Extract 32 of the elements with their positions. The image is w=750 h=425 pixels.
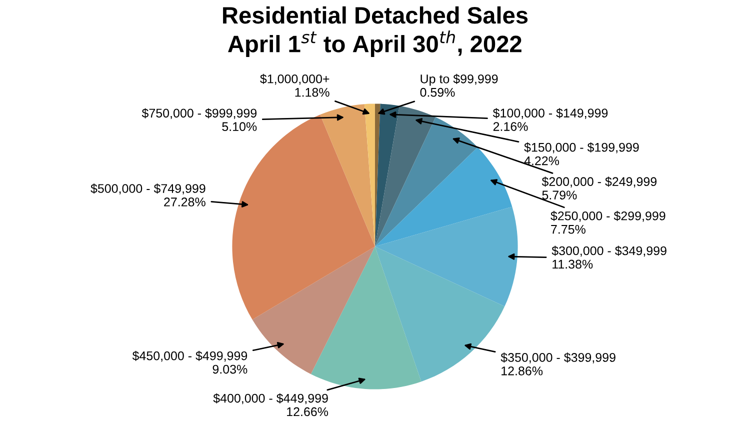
pie-slice xyxy=(320,104,375,246)
pie-slice xyxy=(375,117,478,246)
slice-label: $350,000 - $399,999 xyxy=(500,352,616,364)
data-label: 7.75% xyxy=(551,224,586,234)
data-label: 5.79% xyxy=(542,190,577,200)
slice-label: $300,000 - $349,999 xyxy=(552,246,666,257)
slice-label: $750,000 - $999,999 xyxy=(142,108,257,120)
pie-slice xyxy=(310,246,422,390)
slice-label: $1,000,000+ xyxy=(260,74,330,85)
slice-label: $250,000 - $299,999 xyxy=(550,210,666,222)
slice-label: $450,000 - $499,999 xyxy=(132,350,248,362)
pie-slice xyxy=(375,147,512,246)
data-label: 0.59% xyxy=(420,88,455,97)
slice-label: $100,000 - $149,999 xyxy=(492,108,608,119)
pie-slice xyxy=(375,106,436,246)
pie-slice xyxy=(252,246,375,374)
slice-label: $150,000 - $199,999 xyxy=(524,142,639,154)
data-label: 12.66% xyxy=(287,407,328,416)
pie-slice xyxy=(375,104,400,246)
data-label: 11.38% xyxy=(552,260,593,269)
data-label: 12.86% xyxy=(502,366,543,376)
data-label: 9.03% xyxy=(212,364,248,374)
data-label: 4.22% xyxy=(524,156,560,166)
slice-label: $200,000 - $249,999 xyxy=(542,176,657,188)
slice-label: Up to $99,999 xyxy=(420,74,498,86)
data-label: 5.10% xyxy=(222,122,257,132)
chart-title: Residential Detached Sales April 1$^{st}$ to April 30$^{th}$, 2022 xyxy=(223,6,528,58)
data-label: 27.28% xyxy=(164,198,206,206)
slice-label: $500,000 - $749,999 xyxy=(90,184,206,194)
data-label: 1.18% xyxy=(295,88,330,97)
slice-label: $400,000 - $449,999 xyxy=(213,393,328,404)
data-label: 2.16% xyxy=(493,122,528,131)
